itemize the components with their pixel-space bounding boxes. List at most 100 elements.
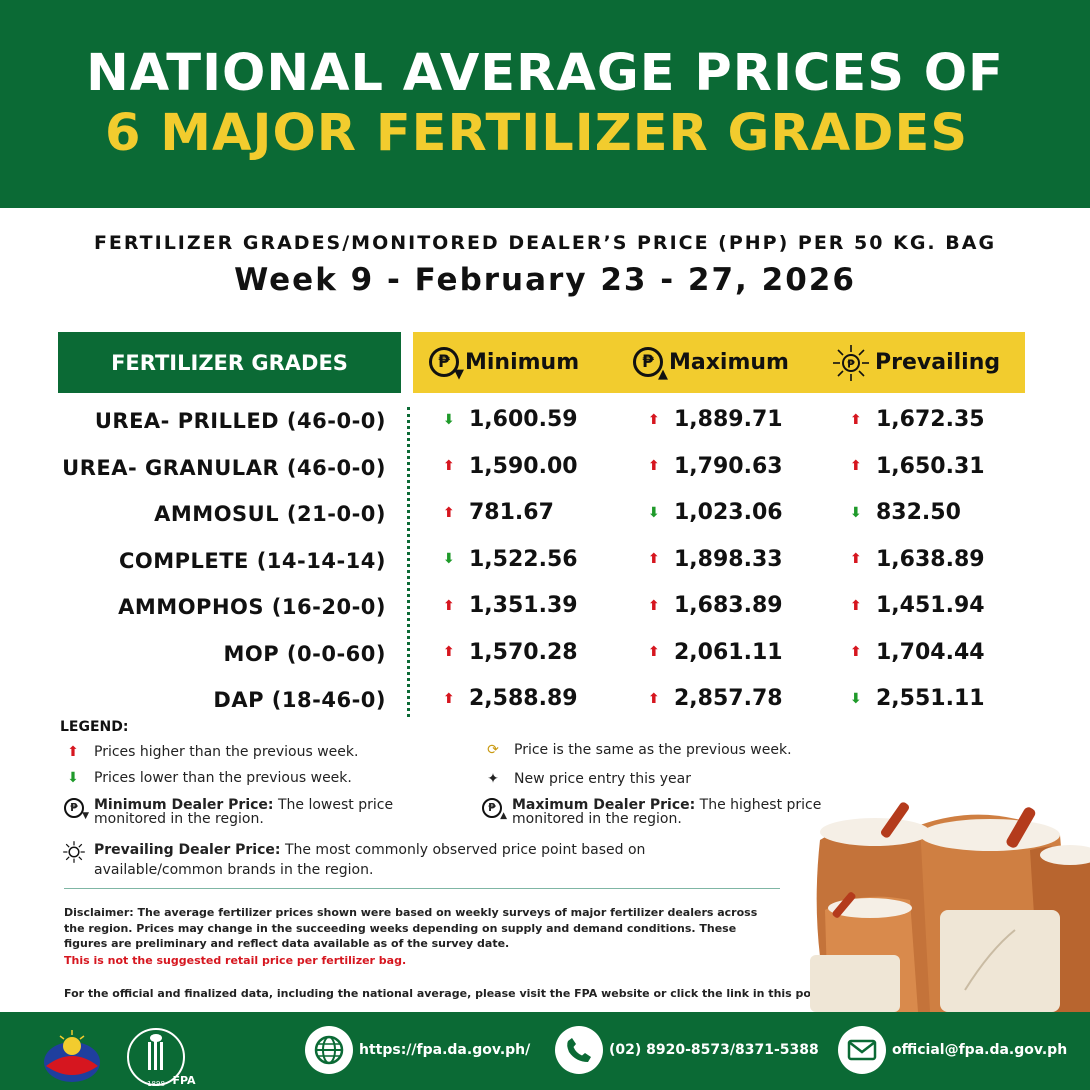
- arrow-up-icon: ⬆: [443, 458, 455, 474]
- minimum-price-cell: ⬇ 1,600.59: [443, 407, 578, 432]
- legend-new: ✦ New price entry this year: [480, 772, 691, 786]
- maximum-price-icon: ₱ ▲: [482, 798, 507, 821]
- arrow-up-icon: ⬆: [850, 411, 862, 428]
- prevailing-header: ₱ Prevailing: [831, 332, 1000, 393]
- arrow-up-icon: ⬆: [443, 504, 455, 521]
- minimum-price-value: 2,588.89: [469, 686, 578, 711]
- maximum-price-cell: ⬆ 1,790.63: [648, 454, 783, 479]
- fertilizer-sacks-illustration: [810, 802, 1090, 1012]
- prevailing-price-value: 1,650.31: [876, 453, 985, 479]
- arrow-up-icon: ⬆: [443, 597, 455, 614]
- prevailing-price-value: 1,704.44: [876, 639, 985, 665]
- prevailing-price-cell: ⬆ 1,704.44: [850, 640, 985, 665]
- fertilizer-grade-name: COMPLETE (14-14-14): [118, 548, 386, 573]
- maximum-price-value: 1,683.89: [674, 593, 783, 618]
- grades-header: FERTILIZER GRADES: [58, 332, 401, 393]
- arrow-up-icon: ⬆: [648, 597, 660, 614]
- minimum-price-cell: ⬆ 2,588.89: [443, 686, 578, 711]
- arrow-up-icon: ⬆: [648, 411, 660, 428]
- prevailing-price-cell: ⬇ 2,551.11: [850, 686, 985, 711]
- arrow-up-icon: ⬆: [850, 551, 862, 567]
- arrow-up-icon: ⬆: [850, 644, 862, 660]
- maximum-price-value: 1,023.06: [674, 500, 783, 525]
- arrow-up-icon: ⬆: [648, 458, 660, 474]
- table-row: MOP (0-0-60) ⬆ 1,570.28 ⬆ 2,061.11 ⬆ 1,704.44: [0, 634, 1090, 680]
- website-url[interactable]: https://fpa.da.gov.ph/: [359, 1042, 531, 1058]
- minimum-price-icon: ₱ ▼: [429, 346, 464, 382]
- minimum-price-cell: ⬆ 1,570.28: [443, 640, 578, 665]
- email-address[interactable]: official@fpa.da.gov.ph: [892, 1042, 1068, 1058]
- minimum-price-value: 1,522.56: [469, 546, 578, 572]
- title-banner: NATIONAL AVERAGE PRICES OF 6 MAJOR FERTI…: [0, 0, 1090, 208]
- prevailing-price-value: 1,672.35: [876, 407, 985, 432]
- minimum-header: ₱ ▼ Minimum: [429, 332, 579, 393]
- prevailing-price-icon: [63, 841, 85, 863]
- table-row: DAP (18-46-0) ⬆ 2,588.89 ⬆ 2,857.78 ⬇ 2,551.11: [0, 680, 1090, 726]
- arrow-down-icon: ⬇: [850, 504, 862, 521]
- fertilizer-grade-name: AMMOSUL (21-0-0): [154, 502, 386, 526]
- arrow-down-icon: ⬇: [443, 411, 455, 428]
- prevailing-price-cell: ⬆ 1,650.31: [850, 454, 985, 479]
- maximum-price-value: 1,898.33: [674, 546, 783, 572]
- maximum-price-cell: ⬆ 2,061.11: [648, 640, 783, 665]
- email-contact[interactable]: official@fpa.da.gov.ph: [838, 1026, 1067, 1074]
- minimum-price-icon: ₱ ▼: [64, 798, 89, 821]
- arrow-up-icon: ⬆: [648, 690, 660, 707]
- maximum-price-icon: ₱ ▲: [633, 346, 668, 382]
- arrow-up-icon: ⬆: [443, 644, 455, 660]
- phone-icon: [555, 1026, 603, 1074]
- fertilizer-grade-name: UREA- GRANULAR (46-0-0): [62, 455, 386, 480]
- minimum-price-cell: ⬆ 781.67: [443, 500, 554, 525]
- disclaimer-text: Disclaimer: The average fertilizer price…: [64, 906, 758, 950]
- refresh-icon: ⟳: [487, 742, 499, 758]
- minimum-price-value: 1,351.39: [469, 593, 578, 618]
- phone-contact[interactable]: (02) 8920-8573/8371-5388: [555, 1026, 819, 1074]
- maximum-header-label: Maximum: [669, 350, 789, 375]
- svg-text:1898: 1898: [147, 1080, 165, 1088]
- price-header: ₱ ▼ Minimum ₱ ▲ Maximum ₱ Prevailing: [413, 332, 1025, 393]
- maximum-price-value: 1,889.71: [674, 407, 783, 432]
- fertilizer-grade-name: MOP (0-0-60): [223, 641, 386, 666]
- maximum-price-value: 2,061.11: [674, 639, 783, 665]
- sparkle-icon: ✦: [487, 771, 499, 787]
- arrow-down-icon: ⬇: [67, 770, 79, 786]
- maximum-price-cell: ⬆ 1,898.33: [648, 547, 783, 572]
- arrow-up-icon: ⬆: [850, 597, 862, 614]
- arrow-down-icon: ⬇: [443, 551, 455, 567]
- legend-maximum: ₱ ▲ Maximum Dealer Price: The highest pri…: [482, 798, 892, 826]
- legend-lower: ⬇ Prices lower than the previous week.: [60, 771, 352, 785]
- minimum-header-label: Minimum: [465, 350, 580, 375]
- arrow-up-icon: ⬆: [648, 551, 660, 567]
- website-link[interactable]: https://fpa.da.gov.ph/: [305, 1026, 530, 1074]
- maximum-price-value: 2,857.78: [674, 686, 783, 711]
- svg-text:FPA: FPA: [172, 1074, 196, 1087]
- maximum-header: ₱ ▲ Maximum: [633, 332, 789, 393]
- legend-divider: [64, 888, 780, 889]
- minimum-price-value: 1,590.00: [469, 453, 578, 479]
- table-row: COMPLETE (14-14-14) ⬇ 1,522.56 ⬆ 1,898.33 ⬆ 1,…: [0, 541, 1090, 587]
- arrow-down-icon: ⬇: [850, 690, 862, 707]
- maximum-price-cell: ⬆ 1,889.71: [648, 407, 783, 432]
- globe-icon: [305, 1026, 353, 1074]
- title-line-1: NATIONAL AVERAGE PRICES OF: [86, 44, 1004, 103]
- prevailing-price-cell: ⬆ 1,451.94: [850, 593, 985, 618]
- minimum-price-cell: ⬆ 1,351.39: [443, 593, 578, 618]
- minimum-price-cell: ⬆ 1,590.00: [443, 454, 578, 479]
- maximum-price-cell: ⬆ 1,683.89: [648, 593, 783, 618]
- prevailing-price-cell: ⬆ 1,638.89: [850, 547, 985, 572]
- legend-minimum: ₱ ▼ Minimum Dealer Price: The lowest pric…: [64, 798, 464, 826]
- arrow-up-icon: ⬆: [648, 644, 660, 660]
- fertilizer-grade-name: UREA- PRILLED (46-0-0): [94, 409, 386, 433]
- legend-same: ⟳ Price is the same as the previous week…: [480, 742, 791, 758]
- table-row: AMMOPHOS (16-20-0) ⬆ 1,351.39 ⬆ 1,683.89 ⬆ 1,4…: [0, 587, 1090, 633]
- minimum-price-value: 1,570.28: [469, 639, 578, 665]
- prevailing-price-value: 1,638.89: [876, 546, 985, 572]
- phone-number[interactable]: (02) 8920-8573/8371-5388: [609, 1042, 819, 1058]
- maximum-price-value: 1,790.63: [674, 453, 783, 479]
- legend-prevailing: Prevailing Dealer Price: The most common…: [62, 840, 772, 880]
- maximum-price-cell: ⬇ 1,023.06: [648, 500, 783, 525]
- prevailing-price-value: 1,451.94: [876, 593, 985, 618]
- envelope-icon: [838, 1026, 886, 1074]
- fertilizer-grade-name: DAP (18-46-0): [213, 688, 386, 712]
- fertilizer-grade-name: AMMOPHOS (16-20-0): [118, 595, 386, 619]
